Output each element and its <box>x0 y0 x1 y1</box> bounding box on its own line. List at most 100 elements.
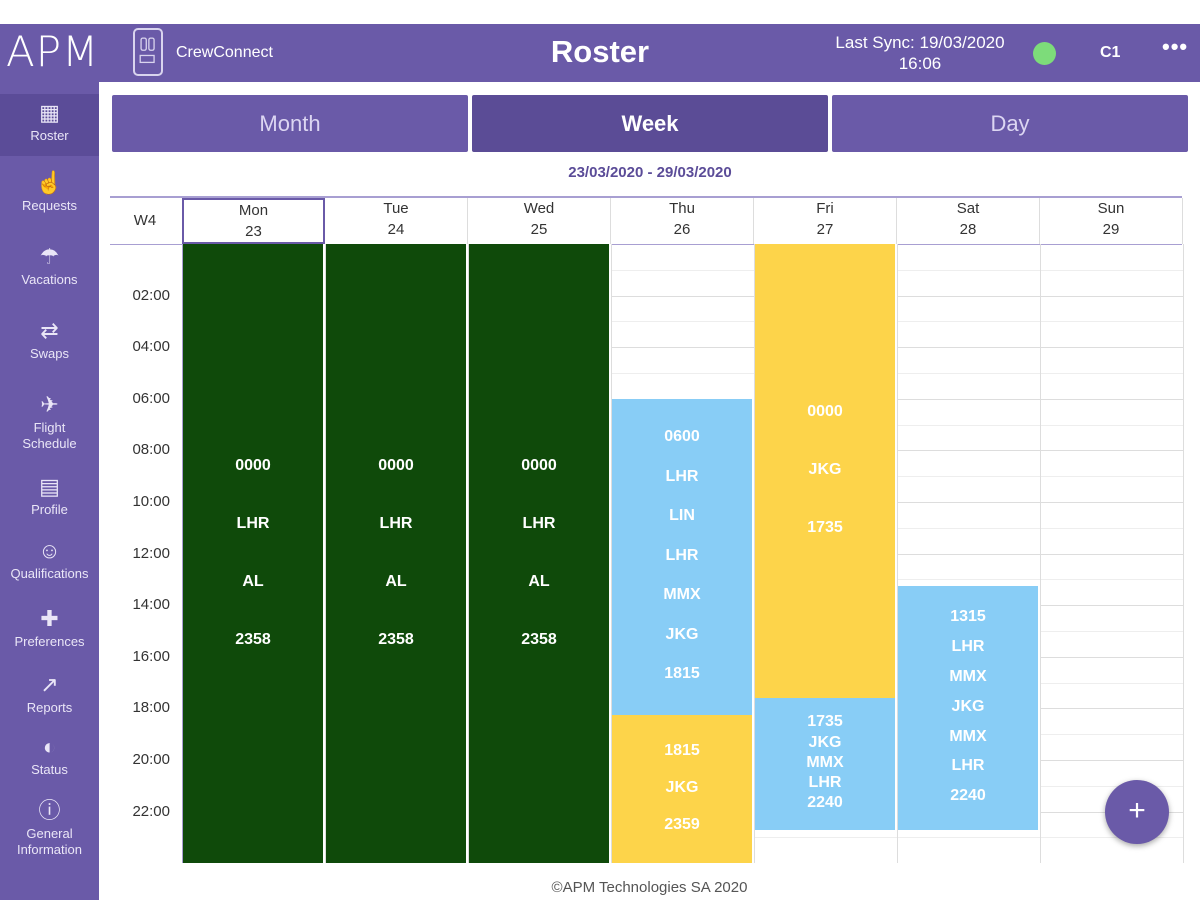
duty-line: LHR <box>236 514 270 532</box>
duty-line: MMX <box>806 753 844 771</box>
beach-umbrella-icon: ☂ <box>39 244 60 269</box>
header-divider <box>110 244 1182 245</box>
duty-line: 2358 <box>378 630 414 648</box>
brand-name: CrewConnect <box>176 44 273 61</box>
sidebar-item-label: Flight Schedule <box>22 420 77 451</box>
sidebar-item-roster[interactable]: ▦ Roster <box>0 94 99 156</box>
roster-week-grid: W4 Mon 23 Tue 24 Wed 25 Thu 26 Fri 27 Sat 28 Sun 29 02… <box>110 196 1190 864</box>
duty-line: JKG <box>808 733 842 751</box>
duty-block[interactable]: 0600 LHR LIN LHR MMX JKG 1815 <box>612 398 754 715</box>
day-name: Tue <box>383 200 409 217</box>
sidebar-item-label: General Information <box>16 826 83 857</box>
sidebar-item-flight-schedule[interactable]: ✈ Flight Schedule <box>0 392 99 452</box>
duty-line: 0000 <box>521 456 557 474</box>
day-name: Thu <box>669 200 695 217</box>
add-button[interactable]: + <box>1105 780 1169 844</box>
duty-line: 2240 <box>950 787 986 805</box>
duty-block[interactable]: 0000 LHR AL 2358 <box>326 244 468 864</box>
day-date: 28 <box>959 221 977 238</box>
sidebar-item-preferences[interactable]: ✚ Preferences <box>0 606 99 650</box>
half-hour-gridline <box>182 373 1183 374</box>
duty-block[interactable]: 1315 LHR MMX JKG MMX LHR 2240 <box>898 585 1040 830</box>
day-date: 25 <box>530 221 548 238</box>
sidebar-item-reports[interactable]: ↗ Reports <box>0 672 99 716</box>
day-header-fri[interactable]: Fri 27 <box>754 198 897 244</box>
day-date: 27 <box>816 221 834 238</box>
duty-block[interactable]: 1735 JKG MMX LHR 2240 <box>755 698 897 830</box>
time-label: 10:00 <box>132 493 170 510</box>
duty-line: JKG <box>808 461 842 479</box>
sidebar-item-swaps[interactable]: ⇄ Swaps <box>0 318 99 362</box>
plane-icon: ✈ <box>40 392 59 417</box>
sidebar-item-profile[interactable]: ▤ Profile <box>0 474 99 518</box>
day-header-sat[interactable]: Sat 28 <box>897 198 1040 244</box>
sidebar-item-label: Reports <box>26 700 73 715</box>
day-column-divider <box>897 244 898 864</box>
duty-line: 1315 <box>950 608 986 626</box>
duty-block[interactable]: 0000 JKG 1735 <box>755 244 897 699</box>
hour-gridline <box>182 347 1183 349</box>
duty-line: 2359 <box>664 815 700 833</box>
tab-week[interactable]: Week <box>472 95 828 152</box>
duty-line: 2240 <box>807 794 843 812</box>
sidebar-item-status[interactable]: ◐ Status <box>0 734 99 778</box>
sidebar-item-general-information[interactable]: ⓘ General Information <box>0 798 99 858</box>
day-name: Wed <box>523 200 555 217</box>
sidebar-item-label: Swaps <box>29 346 70 361</box>
top-bar: APM CrewConnect Roster Last Sync: 19/03/… <box>0 24 1200 82</box>
sidebar-item-label: Status <box>31 762 68 777</box>
duty-line: LHR <box>665 467 699 485</box>
day-column-divider <box>1040 244 1041 864</box>
id-card-icon: ▤ <box>39 474 60 499</box>
day-column-divider <box>611 244 612 864</box>
duty-line: JKG <box>665 625 699 643</box>
duty-line: 2358 <box>235 630 271 648</box>
tab-month[interactable]: Month <box>112 95 468 152</box>
sidebar-item-vacations[interactable]: ☂ Vacations <box>0 244 99 288</box>
sidebar-item-label: Roster <box>30 128 69 143</box>
duty-line: LHR <box>808 774 842 792</box>
sync-status-indicator <box>1033 42 1056 65</box>
time-label: 02:00 <box>132 286 170 304</box>
tab-day[interactable]: Day <box>832 95 1188 152</box>
duty-line: 0000 <box>378 456 414 474</box>
more-menu-icon[interactable]: ••• <box>1162 34 1189 59</box>
info-icon: ⓘ <box>38 798 61 823</box>
duty-line: LHR <box>379 514 413 532</box>
duty-line: 2358 <box>521 630 557 648</box>
sidebar-item-qualifications[interactable]: ☺ Qualifications <box>0 538 99 582</box>
time-label: 08:00 <box>132 441 170 459</box>
swap-arrows-icon: ⇄ <box>40 318 59 343</box>
duty-line: 0000 <box>235 456 271 474</box>
date-range: 23/03/2020 - 29/03/2020 <box>568 164 732 181</box>
duty-block[interactable]: 0000 LHR AL 2358 <box>183 244 325 864</box>
duty-block[interactable]: 1815 JKG 2359 <box>612 714 754 864</box>
duty-line: 1735 <box>807 519 843 537</box>
duty-line: JKG <box>665 779 699 797</box>
hour-gridline <box>182 295 1183 297</box>
duty-line: LHR <box>522 514 556 532</box>
half-hour-gridline <box>182 269 1183 271</box>
user-code[interactable]: C1 <box>1100 44 1121 61</box>
duty-line: LIN <box>669 507 695 525</box>
duty-line: MMX <box>949 727 987 745</box>
day-header-tue[interactable]: Tue 24 <box>325 198 468 244</box>
duty-line: AL <box>385 572 407 590</box>
last-sync-time: 16:06 <box>898 54 942 73</box>
duty-line: 1735 <box>807 713 843 731</box>
duty-block[interactable]: 0000 LHR AL 2358 <box>469 244 611 864</box>
sidebar-item-requests[interactable]: ☝ Requests <box>0 170 99 214</box>
sidebar-item-label: Profile <box>31 502 68 517</box>
day-header-thu[interactable]: Thu 26 <box>611 198 754 244</box>
day-header-mon[interactable]: Mon 23 <box>182 198 325 244</box>
day-header-wed[interactable]: Wed 25 <box>468 198 611 244</box>
day-column-divider <box>754 244 755 864</box>
sidebar: ▦ Roster ☝ Requests ☂ Vacations ⇄ Swaps ✈ Flight … <box>0 82 99 900</box>
half-hour-gridline <box>182 321 1183 323</box>
day-name: Sat <box>956 200 980 217</box>
day-header-sun[interactable]: Sun 29 <box>1040 198 1183 244</box>
time-label: 20:00 <box>132 751 170 768</box>
day-column-divider <box>468 244 469 864</box>
duty-line: LHR <box>951 638 985 656</box>
duty-line: 1815 <box>664 665 700 683</box>
